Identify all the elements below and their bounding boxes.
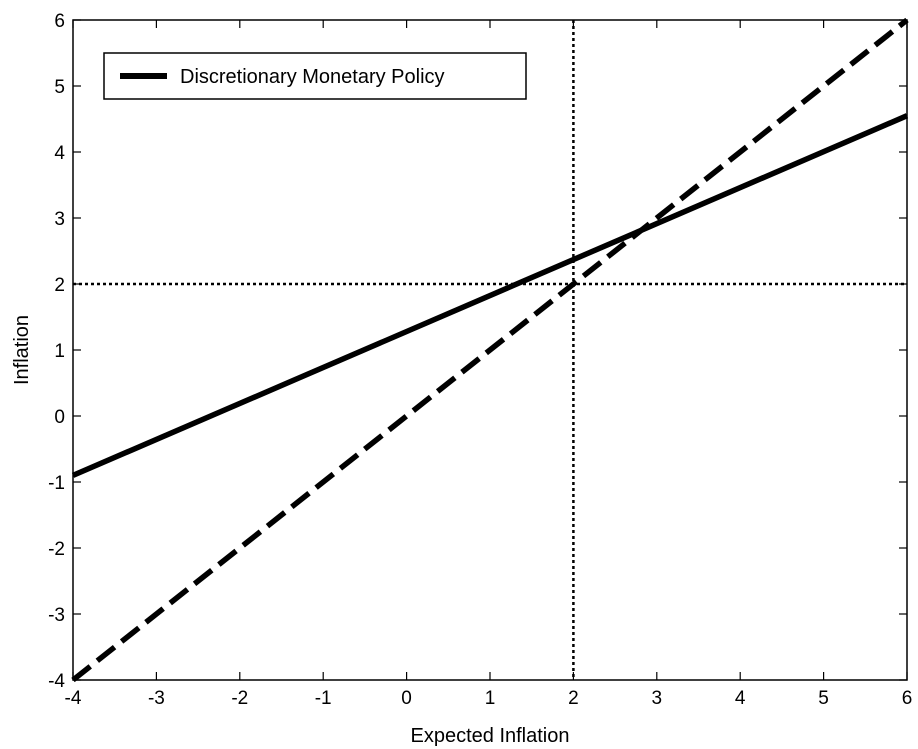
x-tick-label: 1 [485, 688, 496, 709]
series-line-discretionary [71, 113, 909, 478]
y-tick-label: 5 [54, 77, 65, 98]
reference-lines [73, 20, 907, 680]
y-axis: -4 -3 -2 -1 0 1 2 3 4 5 6 [48, 11, 907, 692]
series-lines [71, 17, 909, 683]
x-tick-label: 3 [652, 688, 663, 709]
x-tick-label: -3 [148, 688, 165, 709]
y-tick-label: 2 [54, 275, 65, 296]
y-tick-label: 1 [54, 341, 65, 362]
legend-label-discretionary: Discretionary Monetary Policy [180, 66, 445, 88]
x-tick-label: 6 [902, 688, 913, 709]
y-tick-label: 4 [54, 143, 65, 164]
x-tick-label: 0 [401, 688, 412, 709]
y-tick-label: 0 [54, 407, 65, 428]
x-tick-label: -4 [65, 688, 82, 709]
x-axis-title: Expected Inflation [411, 725, 570, 747]
x-tick-label: 5 [818, 688, 829, 709]
y-tick-label: -2 [48, 539, 65, 560]
x-tick-label: 4 [735, 688, 746, 709]
y-tick-label: 6 [54, 11, 65, 32]
y-tick-label: -3 [48, 605, 65, 626]
y-axis-title: Inflation [11, 315, 33, 385]
legend-box [103, 52, 527, 100]
x-axis: -4 -3 -2 -1 0 1 2 3 4 5 6 [65, 20, 913, 709]
y-tick-label: -4 [48, 671, 65, 692]
y-tick-label: 3 [54, 209, 65, 230]
x-tick-label: 2 [568, 688, 579, 709]
x-tick-label: -1 [315, 688, 332, 709]
series-line-dashed [71, 17, 909, 683]
legend: Discretionary Monetary Policy [103, 52, 527, 100]
x-tick-label: -2 [231, 688, 248, 709]
y-tick-label: -1 [48, 473, 65, 494]
